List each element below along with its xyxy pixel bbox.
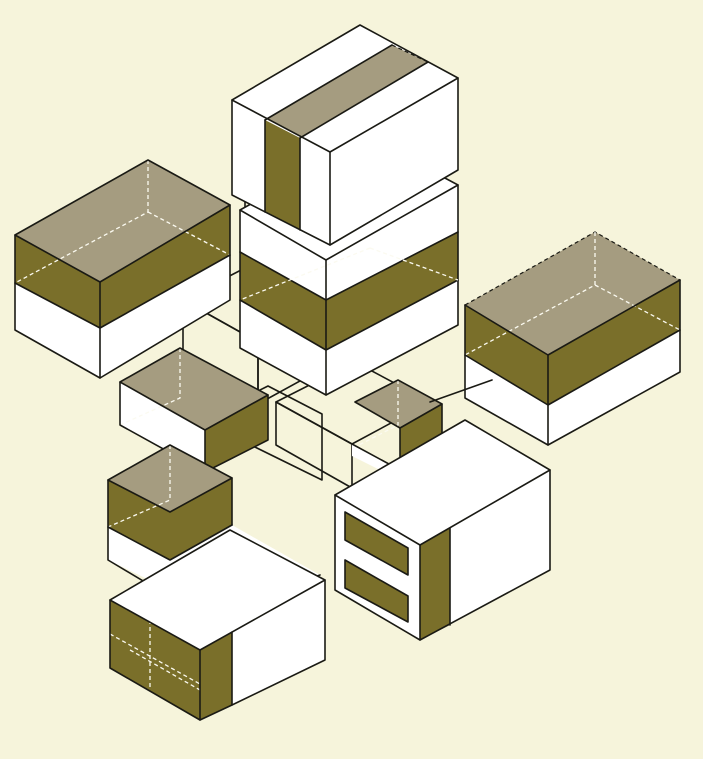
left-block	[14, 159, 231, 379]
lower-right-slotted-block	[334, 419, 551, 641]
bottom-left-block	[109, 529, 326, 721]
mid-left-notched-block	[119, 347, 269, 473]
right-block	[464, 231, 681, 446]
top-center-block	[231, 24, 459, 246]
